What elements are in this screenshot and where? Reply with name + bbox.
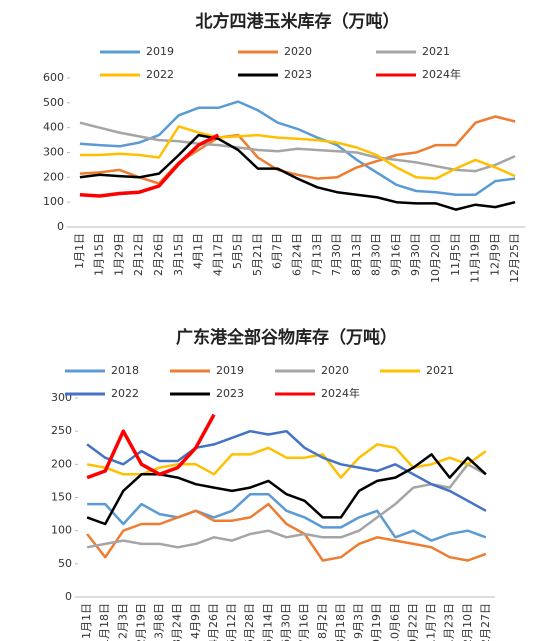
legend-label: 2020	[321, 364, 349, 377]
x-tick-label: 5月12日	[225, 603, 238, 641]
legend-label: 2021	[422, 45, 450, 58]
y-tick-label: 300	[43, 146, 64, 159]
x-tick-label: 4月17日	[211, 233, 224, 276]
x-tick-label: 9月3日	[352, 603, 365, 639]
x-tick-label: 1月18日	[98, 603, 111, 641]
series-line	[79, 133, 516, 211]
x-tick-label: 1月1日	[73, 233, 86, 269]
series-line	[86, 463, 487, 549]
legend-label: 2018	[111, 364, 139, 377]
x-tick-label: 11月5日	[449, 233, 462, 276]
x-tick-label: 12月10日	[461, 603, 474, 641]
x-tick-label: 4月9日	[189, 603, 202, 639]
x-tick-label: 9月16日	[389, 233, 402, 276]
x-tick-label: 6月24日	[291, 233, 304, 276]
y-tick-label: 200	[51, 457, 72, 470]
legend-label: 2023	[216, 387, 244, 400]
y-tick-label: 0	[57, 220, 64, 233]
x-tick-label: 7月30日	[330, 233, 343, 276]
x-tick-label: 10月20日	[429, 233, 442, 283]
chart-title: 北方四港玉米库存（万吨）	[196, 11, 400, 32]
x-tick-label: 2月12日	[132, 233, 145, 276]
x-tick-label: 8月2日	[316, 603, 329, 639]
legend-label: 2024年	[422, 67, 461, 81]
series-line	[79, 125, 516, 180]
x-tick-label: 5月28日	[243, 603, 256, 641]
series-line	[86, 453, 487, 526]
x-tick-label: 12月27日	[479, 603, 492, 641]
legend-label: 2019	[216, 364, 244, 377]
x-tick-label: 7月16日	[298, 603, 311, 641]
legend-label: 2020	[284, 45, 312, 58]
x-tick-label: 2月3日	[116, 603, 129, 639]
x-tick-label: 6月7日	[271, 233, 284, 269]
x-tick-label: 1月1日	[80, 603, 93, 639]
legend-label: 2019	[146, 45, 174, 58]
x-tick-label: 11月19日	[469, 233, 482, 283]
x-tick-label: 11月23日	[443, 603, 456, 641]
x-tick-label: 4月26日	[207, 603, 220, 641]
x-tick-label: 3月24日	[171, 603, 184, 641]
x-tick-label: 8月13日	[350, 233, 363, 276]
y-tick-label: 600	[43, 71, 64, 84]
x-tick-label: 2月19日	[134, 603, 147, 641]
legend-label: 2022	[111, 387, 139, 400]
legend-label: 2024年	[321, 386, 360, 400]
x-tick-label: 1月15日	[93, 233, 106, 276]
x-tick-label: 7月13日	[310, 233, 323, 276]
y-tick-label: 100	[51, 524, 72, 537]
series-line	[79, 121, 516, 173]
y-tick-label: 50	[58, 557, 72, 570]
x-tick-label: 9月30日	[409, 233, 422, 276]
legend-label: 2022	[146, 68, 174, 81]
series-line	[86, 429, 487, 512]
x-tick-label: 10月6日	[388, 603, 401, 641]
x-tick-label: 5月21日	[251, 233, 264, 276]
x-tick-label: 3月15日	[172, 233, 185, 276]
legend-label: 2023	[284, 68, 312, 81]
x-tick-label: 9月19日	[370, 603, 383, 641]
x-tick-label: 4月1日	[192, 233, 205, 269]
y-tick-label: 400	[43, 121, 64, 134]
x-tick-label: 11月7日	[425, 603, 438, 641]
series-line	[86, 502, 487, 562]
x-tick-label: 8月30日	[370, 233, 383, 276]
x-tick-label: 8月18日	[334, 603, 347, 641]
chart-title: 广东港全部谷物库存（万吨）	[176, 327, 397, 348]
x-tick-label: 3月8日	[153, 603, 166, 639]
y-tick-label: 0	[65, 590, 72, 603]
x-tick-label: 12月25日	[508, 233, 521, 283]
x-tick-label: 12月9日	[488, 233, 501, 276]
x-tick-label: 5月5日	[231, 233, 244, 269]
y-tick-label: 100	[43, 195, 64, 208]
x-tick-label: 2月26日	[152, 233, 165, 276]
x-tick-label: 6月30日	[280, 603, 293, 641]
series-line	[86, 443, 487, 479]
y-tick-label: 200	[43, 170, 64, 183]
x-tick-label: 10月22日	[406, 603, 419, 641]
series-line	[79, 133, 220, 198]
y-tick-label: 250	[51, 424, 72, 437]
series-line	[86, 413, 216, 480]
series-line	[79, 115, 516, 185]
x-tick-label: 1月29日	[112, 233, 125, 276]
y-tick-label: 500	[43, 96, 64, 109]
y-tick-label: 150	[51, 491, 72, 504]
x-tick-label: 6月14日	[261, 603, 274, 641]
series-line	[87, 492, 487, 542]
legend-label: 2021	[426, 364, 454, 377]
